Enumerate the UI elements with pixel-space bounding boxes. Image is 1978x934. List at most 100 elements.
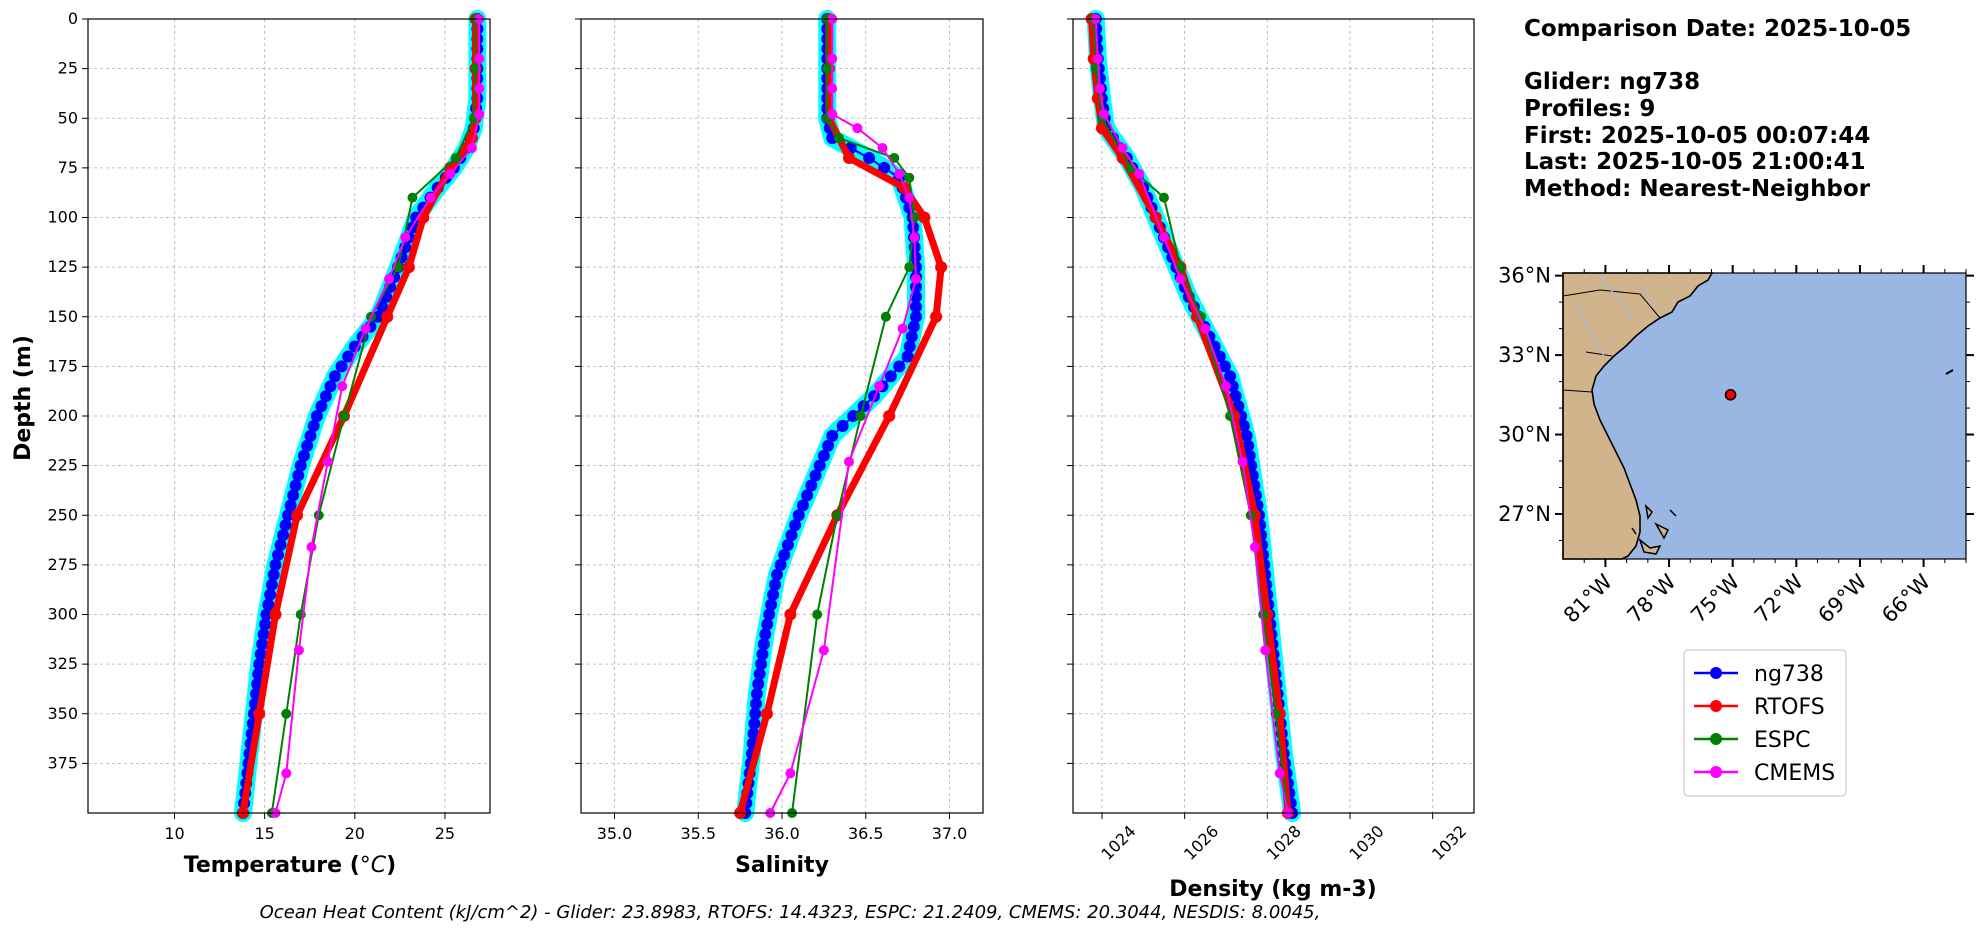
map-lon-label: 69°W [1814,569,1872,627]
x-tick-label: 1032 [1428,822,1470,864]
point-ng738 [252,668,265,681]
salinity-grid [581,18,983,813]
point-ng738 [304,429,317,442]
point-ng738 [265,578,278,591]
point-cmems [474,109,485,120]
map-bahamas [1631,503,1677,555]
legend-label-ng738: ng738 [1754,662,1824,687]
point-ng738 [750,687,763,700]
point-ng738 [259,618,272,631]
point-ng738 [809,469,822,482]
point-ng738 [274,539,287,552]
point-espc [338,411,349,421]
legend-marker-espc [1710,733,1722,745]
legend-marker-rtofs [1710,700,1722,712]
point-ng738 [1242,439,1255,452]
point-cmems [877,143,888,154]
point-ng738 [287,489,300,502]
point-cmems [425,192,436,203]
point-ng738 [748,717,761,730]
point-ng738 [372,310,385,323]
point-ng738 [1224,370,1237,383]
point-cmems [445,168,456,179]
point-cmems [1092,53,1103,64]
point-cmems [474,83,485,94]
legend-label-cmems: CMEMS [1754,761,1835,786]
x-tick-label: 1024 [1097,822,1139,864]
temperature-axis-label: Temperature (°C) [184,853,396,878]
point-cmems [1274,768,1285,779]
map-lat-label: 30°N [1498,423,1551,447]
x-tick-label: 10 [164,824,184,843]
y-tick-label: 250 [47,505,78,524]
density-x-ticks: 1024 1026 1028 1030 1032 [1097,813,1470,864]
point-ng738 [817,449,830,462]
point-rtofs [417,211,430,224]
point-cmems [818,645,829,656]
point-rtofs [269,608,282,621]
x-tick-label: 1028 [1263,822,1305,864]
point-rtofs [381,310,394,323]
point-ng738 [884,370,897,383]
map-lon-label: 81°W [1559,569,1617,627]
point-cmems [293,645,304,656]
point-rtofs [935,261,948,274]
density-series [1085,13,1299,819]
y-tick-label: 125 [47,257,78,276]
point-rtofs [883,410,896,422]
point-cmems [827,53,838,64]
point-rtofs [843,151,855,164]
y-tick-label: 0 [68,9,78,28]
point-espc [904,262,915,273]
point-ng738 [759,628,772,641]
series-line-espc [1092,18,1289,814]
point-cmems [1099,109,1110,120]
density-y-ticks [1067,18,1073,764]
point-cmems [894,168,905,179]
point-ng738 [282,509,295,522]
y-tick-label: 175 [47,356,78,375]
point-ng738 [826,429,839,442]
point-cmems [1200,323,1211,334]
point-espc [281,708,292,719]
point-ng738 [770,568,783,581]
x-tick-label: 35.0 [597,824,633,843]
point-ng738 [260,608,273,621]
map-state-borders [1562,289,1661,393]
point-rtofs [253,707,266,720]
map-lon-label: 72°W [1750,569,1808,627]
x-tick-label: 37.0 [932,824,968,843]
map-lon-label: 66°W [1877,569,1935,627]
point-ng738 [284,499,297,512]
point-cmems [827,109,838,120]
point-espc [470,63,481,74]
x-tick-label: 1026 [1180,822,1222,864]
point-ng738 [1240,429,1253,442]
point-cmems [400,232,411,243]
point-ng738 [907,320,920,333]
point-ng738 [767,588,780,601]
point-cmems [466,143,477,154]
legend-frame [1683,649,1847,797]
salinity-series [734,13,948,819]
salinity-x-ticks: 35.0 35.5 36.0 36.5 37.0 [597,813,968,843]
series-line-cmems [274,19,481,814]
salinity-panel: 35.0 35.5 36.0 36.5 37.0 Salinity [575,10,984,878]
point-cmems [1249,542,1260,553]
series-line-espc [270,19,477,814]
legend: ng738 RTOFS ESPC CMEMS [1683,649,1847,797]
point-rtofs [918,211,931,224]
density-axis-label: Density (kg m-3) [1169,877,1377,902]
y-tick-label: 150 [47,307,78,326]
point-ng738 [792,509,805,522]
point-ng738 [335,360,348,373]
map-bermuda [1945,369,1954,375]
point-cmems [852,123,863,134]
point-ng738 [836,419,849,432]
point-ng738 [903,340,916,353]
point-espc [450,152,461,163]
point-rtofs [465,132,478,145]
location-map: 81°W 78°W 75°W 72°W 69°W 66°W 36°N 33°N 30°N 27°N [1498,264,1974,628]
point-espc [812,609,823,620]
point-ng738 [264,588,277,601]
